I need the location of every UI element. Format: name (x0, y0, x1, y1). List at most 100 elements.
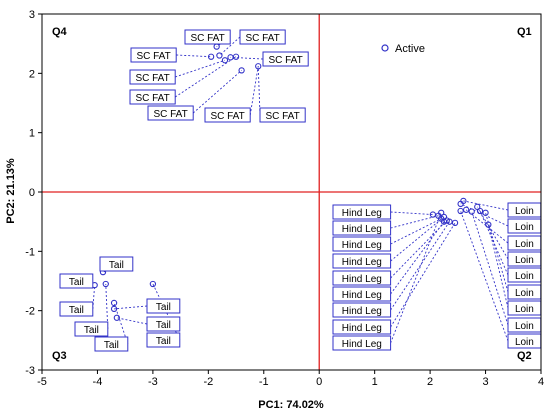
leader-line (176, 54, 212, 58)
leader-line (485, 212, 509, 293)
point-label: Hind Leg (342, 306, 382, 317)
leader-line (390, 216, 445, 262)
point-label-box (332, 253, 392, 269)
point-label: Hind Leg (342, 208, 382, 219)
point-label-box (262, 51, 309, 67)
data-point-marker (476, 207, 484, 215)
x-axis-title: PC1: 74.02% (258, 399, 324, 411)
y-tick-label: 2 (29, 68, 35, 80)
point-label: Tail (156, 302, 171, 313)
point-label: Tail (69, 277, 84, 288)
data-point-marker (221, 57, 229, 64)
plot-frame (41, 13, 542, 371)
point-label-box (332, 286, 392, 302)
x-tick-label: -1 (259, 376, 269, 388)
quadrant-label-q4: Q4 (52, 26, 68, 38)
leader-line (390, 218, 442, 245)
x-tick-label: 1 (372, 376, 378, 388)
quadrant-label-q2: Q2 (517, 350, 532, 362)
leader-line (463, 200, 509, 211)
point-label-box (332, 220, 392, 236)
point-label: SC FAT (210, 111, 244, 122)
x-tick-label: -5 (37, 376, 47, 388)
data-point-marker (482, 209, 489, 216)
data-point-marker (110, 305, 118, 313)
point-label: Loin (515, 337, 534, 348)
point-label: Loin (515, 206, 534, 217)
data-point-marker (216, 52, 223, 59)
point-label-box (204, 107, 251, 123)
x-tick-label: 0 (316, 376, 322, 388)
point-label: Hind Leg (342, 257, 382, 268)
data-point-marker (485, 221, 492, 228)
point-label-box (59, 273, 94, 289)
point-label: SC FAT (136, 51, 170, 62)
point-label-box (146, 316, 181, 332)
point-label-box (239, 29, 286, 45)
point-label: Loin (515, 304, 534, 315)
point-label: Tail (156, 336, 171, 347)
point-label: Hind Leg (342, 339, 382, 350)
leader-line (390, 212, 442, 344)
y-tick-label: -2 (25, 306, 35, 318)
data-point-marker (110, 299, 118, 307)
point-label: Loin (515, 271, 534, 282)
data-point-marker (468, 208, 475, 215)
data-point-marker (474, 203, 481, 210)
y-tick-label: 3 (29, 9, 35, 21)
x-tick-label: 2 (427, 376, 433, 388)
data-point-marker (207, 53, 215, 60)
quadrant-label-q1: Q1 (517, 26, 532, 38)
leader-line (390, 221, 445, 295)
point-label-box (147, 105, 194, 121)
leader-line (230, 56, 264, 60)
point-label-box (74, 321, 109, 337)
y-tick-label: 1 (29, 128, 35, 140)
point-label-box (259, 107, 306, 123)
point-label: Loin (515, 239, 534, 250)
point-label-box (332, 236, 392, 252)
y-tick-label: -3 (25, 365, 35, 377)
point-label-box (146, 332, 181, 348)
leader-line (192, 70, 242, 114)
point-label: SC FAT (245, 33, 279, 44)
leader-line (116, 317, 148, 325)
point-label: Loin (515, 222, 534, 233)
data-point-marker (113, 314, 120, 321)
x-tick-label: -4 (93, 376, 103, 388)
x-tick-label: 4 (538, 376, 544, 388)
data-point-marker (446, 218, 453, 225)
point-label-box (146, 298, 181, 314)
x-tick-label: 3 (482, 376, 488, 388)
point-label-box (184, 29, 231, 45)
legend-label: Active (395, 43, 425, 55)
legend-marker (381, 44, 389, 52)
point-label: Tail (156, 320, 171, 331)
point-label-box (59, 301, 94, 317)
point-label-box (129, 89, 176, 105)
data-point-marker (457, 207, 464, 215)
leader-line (465, 209, 509, 244)
leader-line (249, 66, 259, 116)
data-point-marker (232, 53, 240, 60)
point-label-box (332, 319, 392, 335)
point-label: Hind Leg (342, 274, 382, 285)
data-point-marker (255, 63, 262, 70)
leader-line (390, 220, 448, 279)
data-point-marker (149, 280, 157, 288)
quadrant-label-q3: Q3 (52, 350, 67, 362)
data-point-marker (438, 209, 445, 216)
data-point-marker (102, 280, 109, 288)
leader-line (114, 305, 148, 310)
leader-line (460, 203, 509, 227)
x-tick-label: -3 (148, 376, 158, 388)
point-label-box (332, 335, 392, 351)
point-label: SC FAT (190, 33, 224, 44)
point-label: Tail (104, 340, 119, 351)
leader-line (460, 210, 509, 342)
point-label-box (99, 256, 134, 272)
point-label-box (332, 270, 392, 286)
point-label: SC FAT (153, 109, 187, 120)
point-label-box (332, 204, 392, 220)
point-label: Hind Leg (342, 240, 382, 251)
